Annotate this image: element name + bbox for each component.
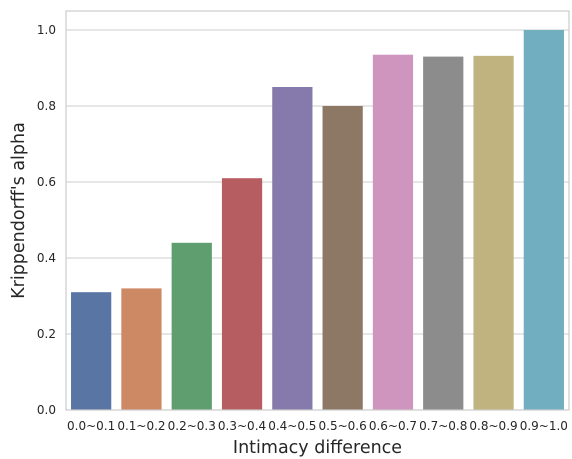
y-tick-label: 0.8 <box>37 99 56 113</box>
x-tick-label: 0.6~0.7 <box>369 419 417 433</box>
x-tick-label: 0.8~0.9 <box>469 419 517 433</box>
x-tick-labels: 0.0~0.1 0.1~0.2 0.2~0.3 0.3~0.4 0.4~0.5 0.5~0… <box>67 419 568 433</box>
bar <box>121 288 162 410</box>
bars <box>71 30 564 411</box>
bar <box>523 30 564 410</box>
x-tick-label: 0.7~0.8 <box>419 419 467 433</box>
x-axis-title: Intimacy difference <box>233 438 402 458</box>
y-axis-title: Krippendorff's alpha <box>9 122 29 299</box>
y-tick-label: 1.0 <box>37 23 56 37</box>
x-tick-label: 0.1~0.2 <box>117 419 165 433</box>
x-tick-label: 0.2~0.3 <box>168 419 216 433</box>
y-tick-labels: 0.0 0.2 0.4 0.6 0.8 1.0 <box>37 23 56 417</box>
bar <box>71 292 112 410</box>
bar <box>423 56 464 410</box>
bar <box>171 242 212 410</box>
bar <box>372 54 414 410</box>
plot-frame <box>65 10 570 411</box>
bar <box>322 106 363 410</box>
x-tick-label: 0.3~0.4 <box>218 419 266 433</box>
x-tick-label: 0.0~0.1 <box>67 419 115 433</box>
bar <box>221 178 263 410</box>
x-tick-label: 0.9~1.0 <box>520 419 568 433</box>
bar <box>473 55 514 411</box>
y-tick-label: 0.0 <box>37 403 56 417</box>
x-tick-label: 0.4~0.5 <box>268 419 316 433</box>
y-tick-label: 0.4 <box>37 251 56 265</box>
bar <box>272 87 313 410</box>
x-tick-label: 0.5~0.6 <box>319 419 367 433</box>
y-tick-label: 0.2 <box>37 327 56 341</box>
y-tick-label: 0.6 <box>37 175 56 189</box>
